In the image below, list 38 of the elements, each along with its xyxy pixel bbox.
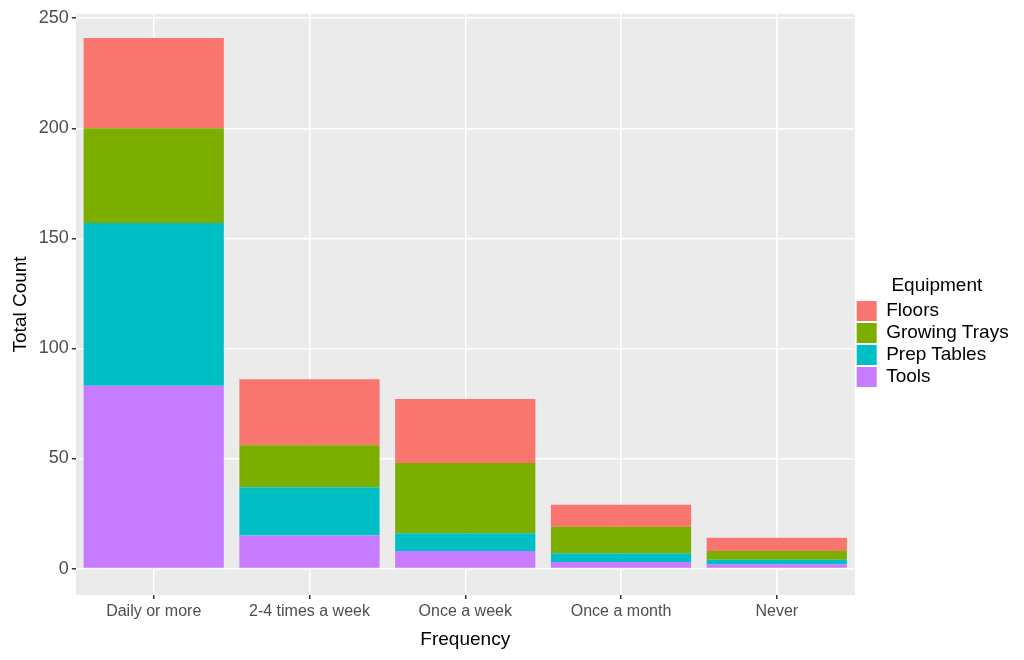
legend-label: Prep Tables (886, 343, 987, 365)
bar (83, 222, 224, 386)
x-tick-label: Once a week (418, 602, 513, 620)
x-tick-label: Never (755, 602, 799, 620)
legend-label: Floors (886, 299, 939, 321)
bar (550, 504, 692, 527)
x-tick-label: Daily or more (106, 602, 202, 620)
bar (239, 379, 380, 446)
bar (83, 385, 224, 568)
bar (395, 399, 536, 463)
bar (550, 526, 692, 554)
bar (239, 445, 380, 488)
legend-title: Equipment (891, 273, 983, 295)
y-tick-label: 0 (58, 557, 69, 578)
y-tick-label: 50 (48, 447, 69, 468)
y-tick-label: 150 (38, 227, 69, 248)
bar (395, 550, 536, 568)
x-tick-label: 2-4 times a week (249, 602, 371, 620)
x-axis-title: Frequency (420, 627, 511, 649)
bar (239, 487, 380, 536)
bar (395, 462, 536, 534)
x-tick-label: Once a month (570, 602, 672, 620)
y-axis-title: Total Count (8, 255, 30, 353)
y-tick-label: 250 (38, 7, 69, 28)
bar (550, 561, 692, 568)
bar (83, 38, 224, 129)
bar (706, 564, 847, 568)
y-tick-label: 200 (38, 117, 69, 138)
legend-label: Growing Trays (886, 321, 1009, 343)
bar (706, 550, 847, 560)
bar (706, 537, 847, 551)
bar (706, 559, 847, 565)
bar (550, 553, 692, 562)
bar (83, 128, 224, 223)
y-tick-label: 100 (38, 337, 69, 358)
bar (239, 535, 380, 568)
legend-label: Tools (886, 365, 931, 387)
bar (395, 533, 536, 551)
